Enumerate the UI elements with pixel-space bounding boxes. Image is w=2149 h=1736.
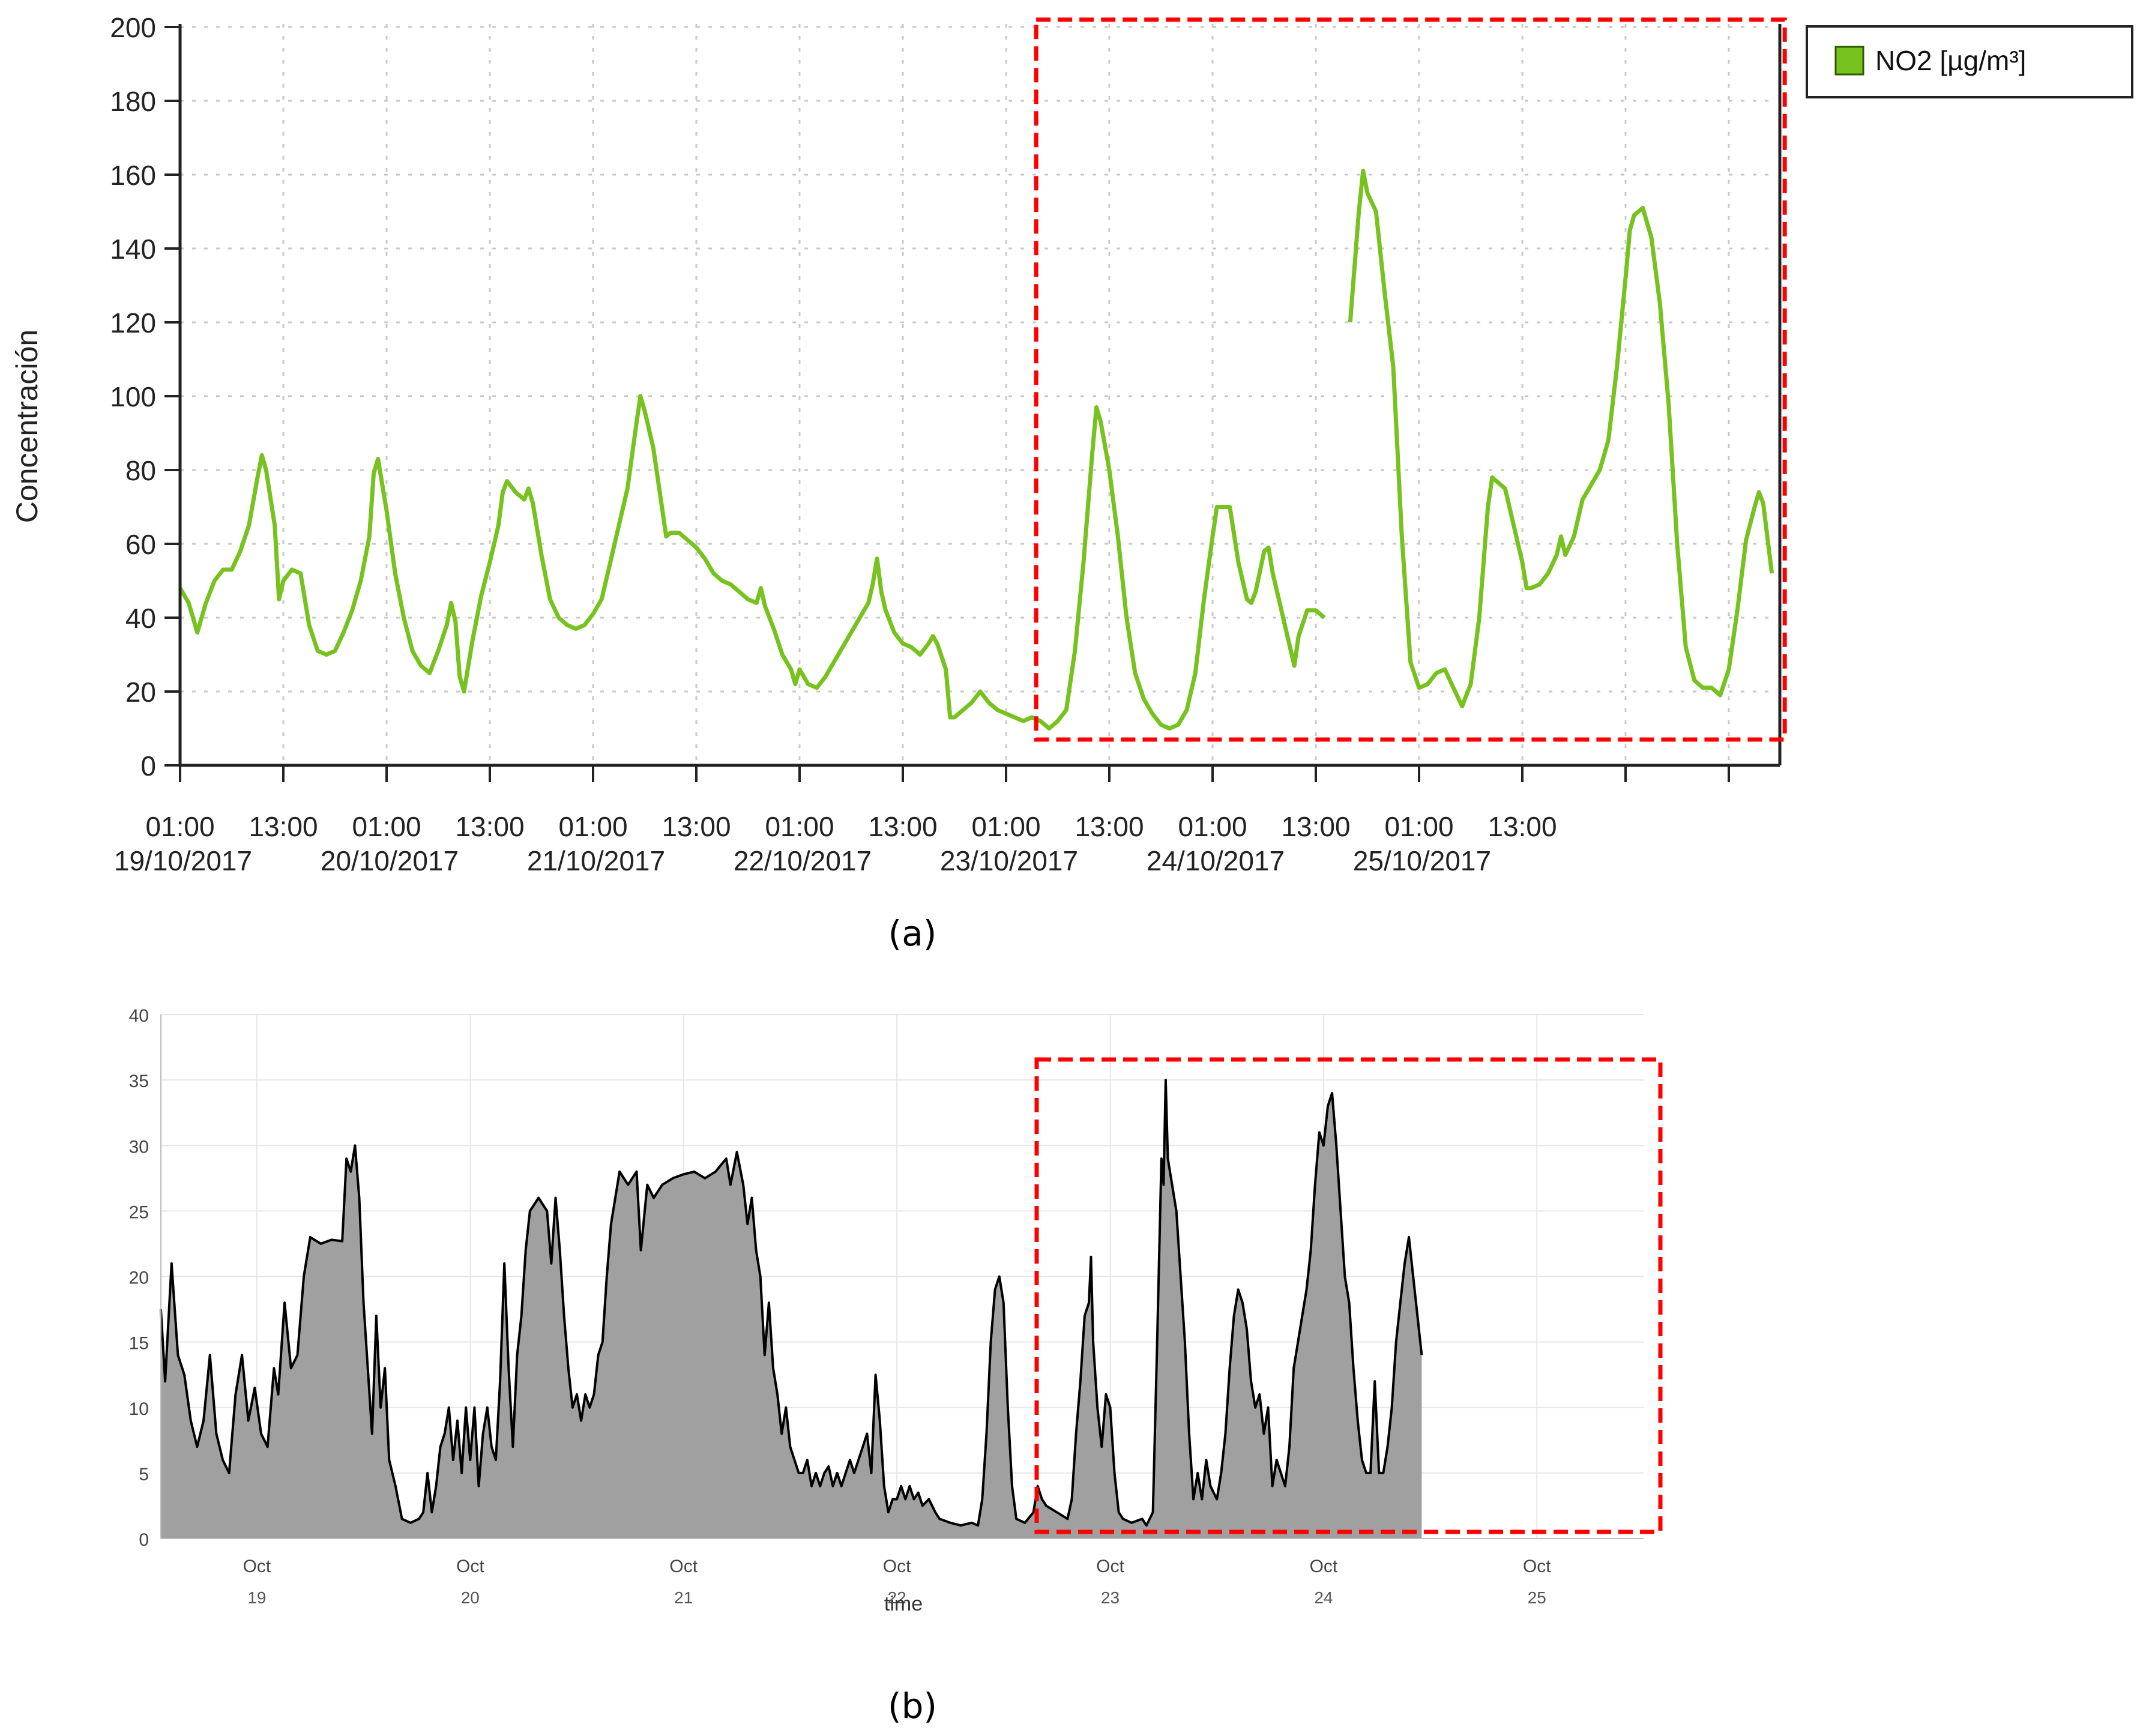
chart-b-y-ticks: 0 5 10 15 20 25 30 35 40	[129, 1006, 149, 1550]
x-tick-date: 21/10/2017	[527, 845, 665, 876]
x-tick-time: 01:00	[1178, 811, 1247, 842]
y-tick-label: 10	[129, 1399, 149, 1419]
x-tick-day: 22	[888, 1588, 906, 1607]
area-fill	[161, 1080, 1422, 1539]
y-tick-label: 40	[125, 603, 156, 634]
y-tick-label: 40	[129, 1006, 149, 1026]
x-tick-day: 25	[1528, 1588, 1546, 1607]
x-tick-month: Oct	[1310, 1557, 1338, 1576]
chart-a-y-axis-label: Concentración	[10, 330, 44, 523]
y-tick-label: 60	[125, 529, 156, 560]
y-tick-label: 100	[110, 381, 156, 412]
x-tick-month: Oct	[243, 1557, 271, 1576]
area-line	[160, 1079, 1423, 1527]
panel-label-a: (a)	[888, 913, 937, 954]
chart-b-axes	[160, 1014, 1644, 1539]
y-tick-label: 35	[129, 1071, 149, 1091]
x-tick-time: 13:00	[1074, 811, 1144, 842]
chart-b-x-axis-label: time	[884, 1593, 923, 1615]
y-tick-label: 160	[110, 160, 156, 191]
x-tick-time: 13:00	[868, 811, 937, 842]
y-tick-label: 180	[110, 86, 156, 117]
chart-b-highlight-box	[1034, 1057, 1663, 1534]
y-tick-label: 20	[125, 677, 156, 708]
x-tick-time: 13:00	[1281, 811, 1350, 842]
y-tick-label: 200	[110, 12, 156, 43]
x-tick-date: 22/10/2017	[734, 845, 872, 876]
y-tick-label: 30	[129, 1137, 149, 1157]
x-tick-time: 13:00	[455, 811, 524, 842]
x-tick-time: 13:00	[1487, 811, 1557, 842]
x-tick-month: Oct	[1523, 1557, 1551, 1576]
y-tick-label: 15	[129, 1334, 149, 1354]
x-tick-time: 01:00	[765, 811, 834, 842]
x-tick-time: 13:00	[249, 811, 318, 842]
chart-a-highlight-box	[1034, 17, 1787, 742]
chart-a-grid	[180, 24, 1777, 765]
x-tick-time: 01:00	[971, 811, 1040, 842]
y-tick-label: 20	[129, 1268, 149, 1288]
x-tick-month: Oct	[883, 1557, 911, 1576]
x-tick-day: 19	[247, 1588, 266, 1607]
x-tick-month: Oct	[456, 1557, 484, 1576]
no2-line-segment	[178, 394, 1326, 731]
legend-swatch	[1834, 46, 1864, 76]
x-tick-date: 19/10/2017	[114, 845, 252, 876]
y-tick-label: 0	[139, 1530, 149, 1550]
panel-label-b: (b)	[888, 1686, 937, 1726]
y-tick-label: 80	[125, 455, 156, 486]
x-tick-month: Oct	[669, 1557, 698, 1576]
x-tick-day: 21	[674, 1588, 693, 1607]
x-tick-time: 01:00	[558, 811, 627, 842]
x-tick-time: 01:00	[145, 811, 214, 842]
y-tick-label: 140	[110, 234, 156, 265]
x-tick-day: 24	[1314, 1588, 1333, 1607]
chart-b-x-ticks: Oct 19 Oct 20 Oct 21 Oct 22 Oct 23 Oct 24 Oct 25	[243, 1557, 1552, 1607]
chart-b-series	[160, 1079, 1423, 1539]
x-tick-time: 01:00	[1384, 811, 1453, 842]
legend-label: NO2 [µg/m³]	[1875, 45, 2026, 76]
y-tick-label: 0	[140, 750, 156, 782]
x-tick-date: 24/10/2017	[1147, 845, 1285, 876]
y-tick-label: 5	[139, 1465, 149, 1484]
y-tick-label: 120	[110, 307, 156, 339]
x-tick-date: 20/10/2017	[321, 845, 459, 876]
x-tick-date: 25/10/2017	[1353, 845, 1491, 876]
y-tick-label: 25	[129, 1202, 149, 1222]
no2-line-segment	[1348, 169, 1774, 709]
chart-a-legend: NO2 [µg/m³]	[1806, 25, 2133, 98]
x-tick-day: 23	[1101, 1588, 1120, 1607]
x-tick-time: 01:00	[352, 811, 421, 842]
chart-a-series	[178, 169, 1774, 731]
x-tick-day: 20	[461, 1588, 480, 1607]
x-tick-time: 13:00	[662, 811, 731, 842]
chart-a-y-ticks: 0 20 40 60 80 100 120 140 160 180 200	[110, 12, 180, 782]
x-tick-month: Oct	[1096, 1557, 1124, 1576]
x-tick-date: 23/10/2017	[940, 845, 1078, 876]
